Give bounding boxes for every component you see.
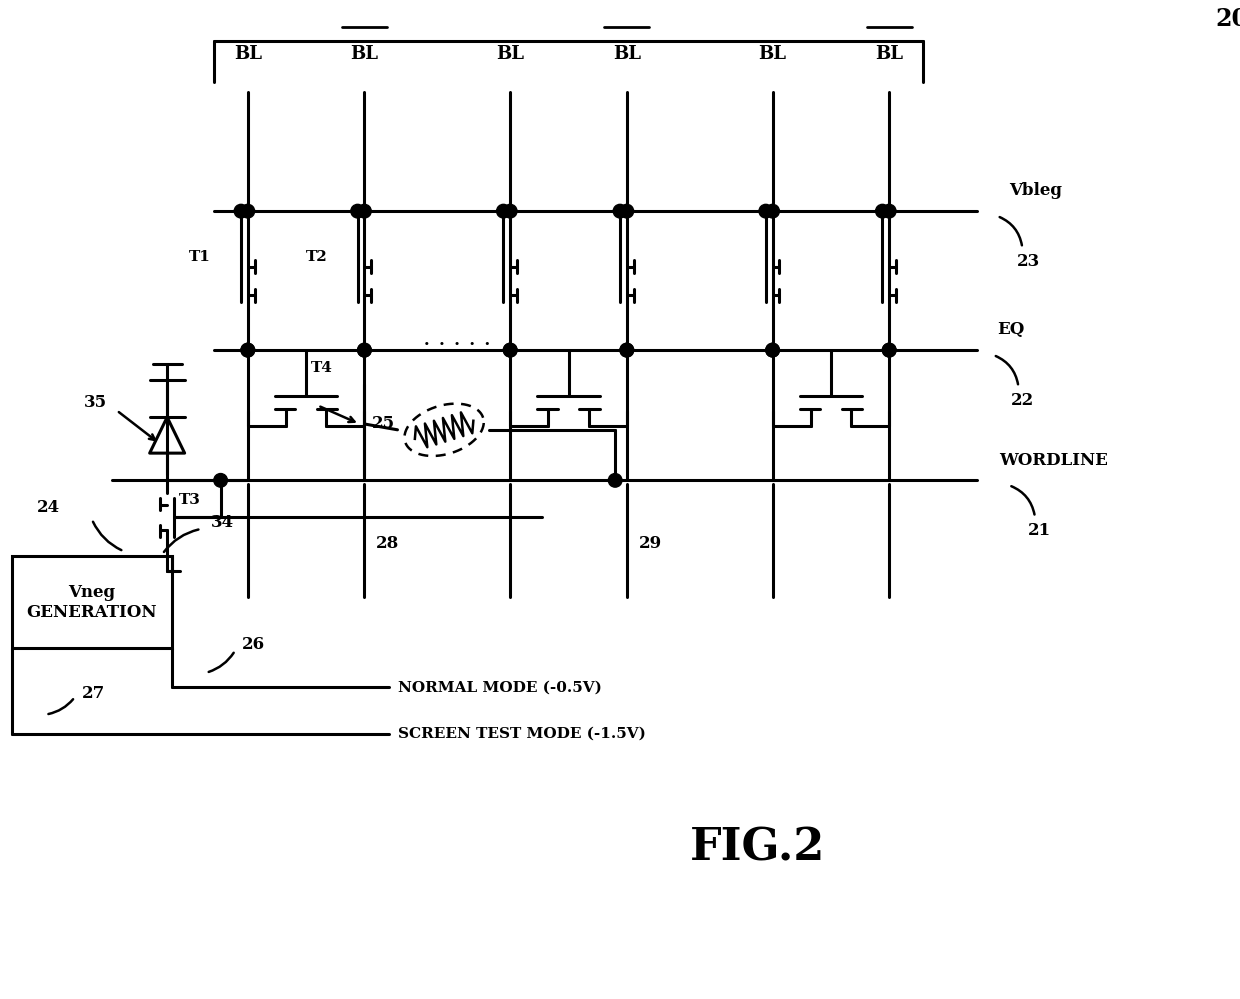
Circle shape [241,205,254,218]
Circle shape [875,205,889,218]
Circle shape [766,344,780,357]
Circle shape [620,205,634,218]
Text: BL: BL [759,45,786,63]
Circle shape [496,205,510,218]
Circle shape [883,344,897,357]
Circle shape [357,344,371,357]
Text: 23: 23 [1017,253,1040,270]
Circle shape [241,344,254,357]
Text: 20: 20 [1215,7,1240,31]
Circle shape [759,205,773,218]
Text: 24: 24 [37,500,60,516]
Text: BL: BL [351,45,378,63]
Text: BL: BL [234,45,262,63]
Circle shape [503,344,517,357]
Text: BL: BL [496,45,525,63]
Circle shape [883,205,897,218]
Text: 21: 21 [1028,522,1052,539]
Text: 26: 26 [242,636,265,653]
Text: BL: BL [613,45,641,63]
Circle shape [357,205,371,218]
Circle shape [351,205,365,218]
Circle shape [357,344,371,357]
Text: Vbleg: Vbleg [1008,183,1061,200]
Text: FIG.2: FIG.2 [691,826,826,869]
Circle shape [234,205,248,218]
Text: SCREEN TEST MODE (-1.5V): SCREEN TEST MODE (-1.5V) [398,727,646,741]
Text: T3: T3 [179,493,201,506]
Circle shape [609,474,622,488]
Circle shape [766,344,780,357]
Text: 25: 25 [372,416,396,433]
Circle shape [620,344,634,357]
Text: EQ: EQ [997,322,1024,339]
Circle shape [503,344,517,357]
Circle shape [241,344,254,357]
Text: 28: 28 [376,535,399,552]
Text: T2: T2 [306,250,327,264]
Text: 29: 29 [639,535,662,552]
Circle shape [614,205,626,218]
Text: 22: 22 [1011,393,1034,410]
Text: BL: BL [875,45,903,63]
Circle shape [503,205,517,218]
Text: 27: 27 [82,684,105,701]
Text: WORDLINE: WORDLINE [999,452,1107,469]
Circle shape [620,344,634,357]
Circle shape [213,474,227,488]
Text: 35: 35 [84,394,107,412]
Text: · · · · ·: · · · · · [423,335,491,358]
Text: NORMAL MODE (-0.5V): NORMAL MODE (-0.5V) [398,680,603,694]
Circle shape [766,205,780,218]
Text: T1: T1 [188,250,211,264]
Text: Vneg
GENERATION: Vneg GENERATION [26,584,157,620]
Text: 34: 34 [211,513,234,530]
FancyBboxPatch shape [11,556,172,648]
Circle shape [883,344,897,357]
Text: T4: T4 [311,362,332,376]
